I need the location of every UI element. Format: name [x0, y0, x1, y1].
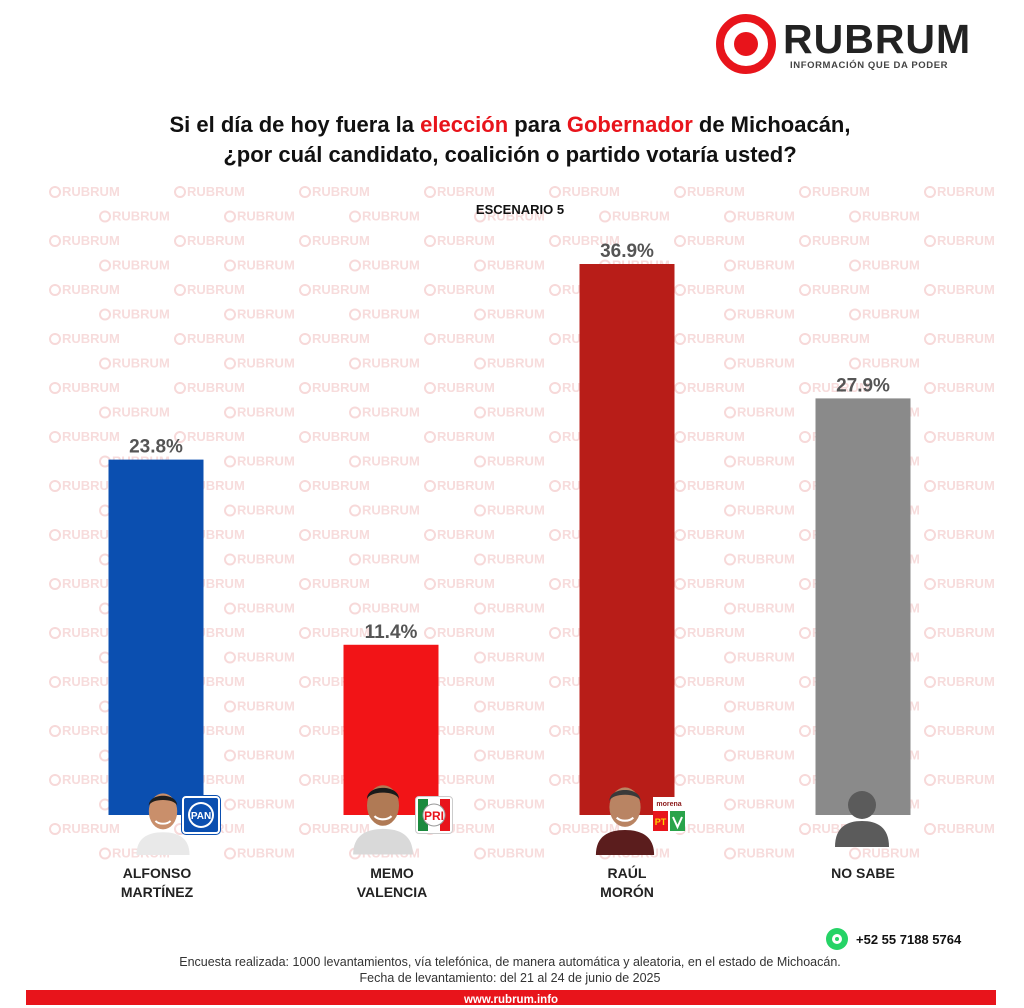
- candidate-photo-alfonso: [133, 783, 193, 855]
- logo-name: RUBRUM: [783, 16, 972, 62]
- survey-method-note: Encuesta realizada: 1000 levantamientos,…: [179, 955, 841, 969]
- scenario-label: ESCENARIO 5: [475, 202, 565, 217]
- category-line: VALENCIA: [356, 884, 428, 900]
- value-label-no-sabe: 27.9%: [836, 375, 890, 396]
- unknown-person-icon: [831, 783, 893, 847]
- value-label-alfonso: 23.8%: [129, 437, 183, 458]
- question-text-c: de Michoacán,: [692, 112, 851, 137]
- value-label-raul: 36.9%: [600, 241, 654, 262]
- category-line: NO SABE: [831, 865, 895, 881]
- website-link[interactable]: www.rubrum.info: [463, 994, 559, 1006]
- category-line: RAÚL: [607, 865, 647, 881]
- svg-text:morena: morena: [656, 801, 681, 808]
- svg-text:PAN: PAN: [191, 811, 211, 822]
- question-highlight-gobernador: Gobernador: [566, 112, 693, 137]
- bar-alfonso: [108, 459, 204, 815]
- question-highlight-eleccion: elección: [420, 112, 509, 137]
- survey-date-note: Fecha de levantamiento: del 21 al 24 de …: [359, 971, 661, 985]
- poll-question: Si el día de hoy fuera la elección para …: [40, 110, 980, 170]
- pri-logo-icon: PRI: [415, 796, 453, 834]
- footer-bar: www.rubrum.info: [26, 990, 996, 1006]
- whatsapp-icon: [826, 928, 848, 950]
- category-label-memo: MEMO VALENCIA: [317, 864, 467, 902]
- question-line-2: ¿por cuál candidato, coalición o partido…: [223, 142, 797, 167]
- category-line: MARTÍNEZ: [120, 884, 194, 900]
- bar-memo: [343, 644, 439, 815]
- question-text-a: Si el día de hoy fuera la: [169, 112, 421, 137]
- bar-no-sabe: [815, 398, 911, 815]
- whatsapp-contact[interactable]: +52 55 7188 5764: [826, 928, 961, 950]
- logo-ring-icon: [716, 14, 776, 74]
- category-label-raul: RAÚL MORÓN: [552, 864, 702, 902]
- candidate-photo-raul: [593, 776, 657, 855]
- logo-tagline: INFORMACIÓN QUE DA PODER: [790, 60, 949, 71]
- category-label-alfonso: ALFONSO MARTÍNEZ: [82, 864, 232, 902]
- rubrum-logo: RUBRUM INFORMACIÓN QUE DA PODER: [716, 14, 988, 76]
- category-line: MORÓN: [600, 884, 654, 900]
- svg-text:PRI: PRI: [424, 809, 444, 823]
- pan-logo-icon: PAN: [182, 796, 220, 834]
- phone-number: +52 55 7188 5764: [856, 931, 962, 947]
- bar-raul: [579, 264, 675, 815]
- logo-dot-icon: [734, 32, 758, 56]
- category-line: MEMO: [370, 865, 414, 881]
- question-line-1: Si el día de hoy fuera la elección para …: [40, 110, 980, 140]
- category-line: ALFONSO: [122, 865, 192, 881]
- category-label-no-sabe: NO SABE: [788, 864, 938, 883]
- value-label-memo: 11.4%: [365, 622, 418, 643]
- coalition-logo-icon: morena PT: [653, 797, 685, 833]
- svg-text:PT: PT: [655, 817, 667, 827]
- candidate-photo-memo: [351, 773, 415, 855]
- question-text-b: para: [508, 112, 567, 137]
